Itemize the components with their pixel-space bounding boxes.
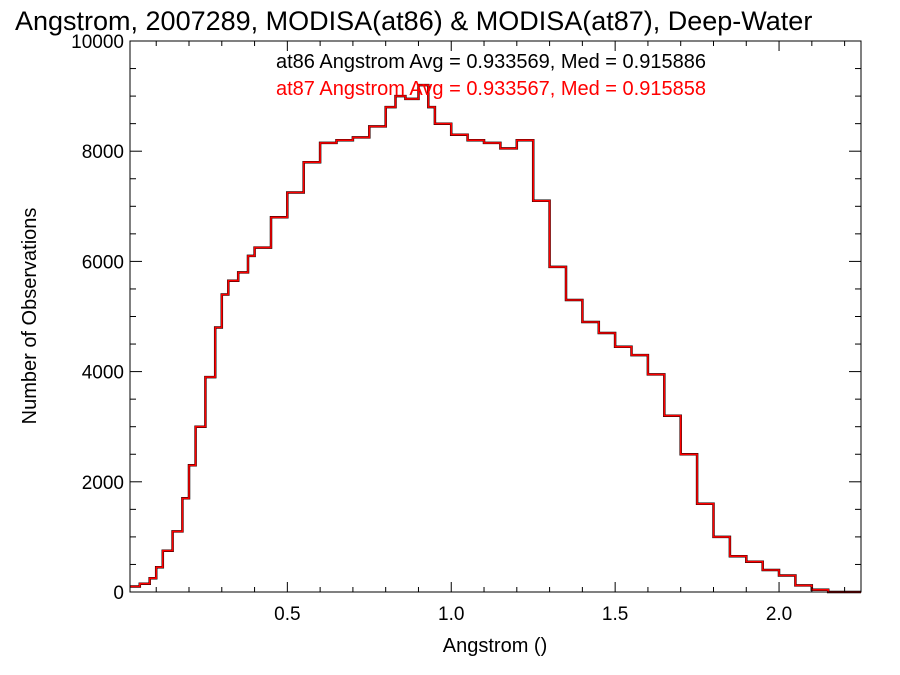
y-axis-label: Number of Observations (19, 208, 41, 425)
series-line-0 (130, 83, 861, 594)
y-tick-label: 0 (113, 583, 124, 604)
y-tick-label: 8000 (82, 142, 124, 163)
plot-series (130, 83, 861, 594)
legend-entry-at86: at86 Angstrom Avg = 0.933569, Med = 0.91… (276, 51, 706, 73)
series-line-1 (130, 84, 861, 593)
axis-ticks: 0.5 1.0 1.5 2.0 0 2000 4000 6000 8000 10000 (71, 32, 861, 625)
x-tick-label: 0.5 (274, 604, 300, 625)
y-tick-label: 4000 (82, 363, 124, 384)
y-tick-label: 6000 (82, 252, 124, 273)
y-tick-label: 2000 (82, 473, 124, 494)
x-tick-label: 1.0 (438, 604, 464, 625)
y-tick-label: 10000 (71, 32, 124, 53)
legend-entry-at87: at87 Angstrom Avg = 0.933567, Med = 0.91… (276, 78, 706, 100)
x-tick-label: 1.5 (602, 604, 628, 625)
plot-frame (129, 40, 862, 593)
x-tick-label: 2.0 (766, 604, 792, 625)
x-axis-label: Angstrom () (443, 635, 547, 657)
chart-title: Angstrom, 2007289, MODISA(at86) & MODISA… (15, 6, 812, 36)
